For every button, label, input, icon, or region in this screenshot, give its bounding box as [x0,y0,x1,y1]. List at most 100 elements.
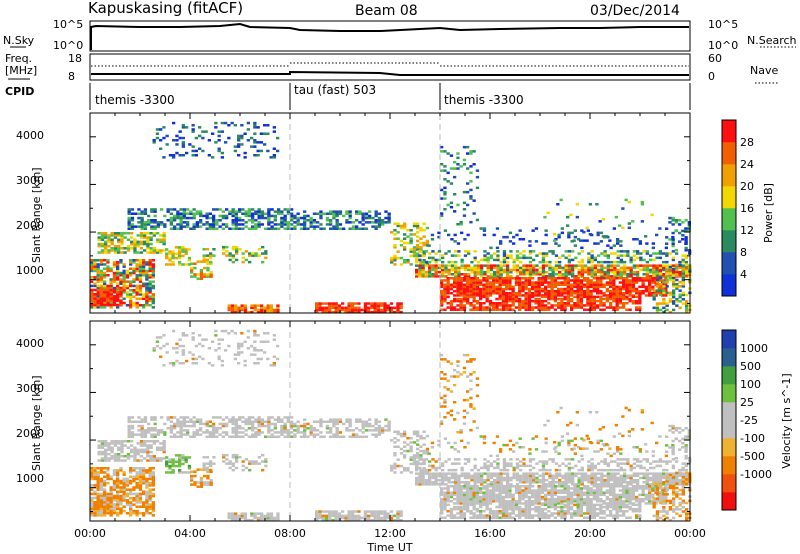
power-cell [316,225,320,228]
power-cell [253,132,257,135]
power-cell [143,208,148,211]
power-cell [499,270,503,274]
velocity-cell [251,460,255,463]
power-cell [652,252,656,255]
velocity-cell [332,424,336,428]
power-cell [181,141,185,144]
power-cell [495,287,499,291]
velocity-cell [181,332,185,335]
power-cell [446,295,450,299]
power-cell [361,223,365,226]
velocity-cell [175,351,179,354]
power-cell [205,216,209,220]
velocity-cell [155,340,160,343]
power-cell [467,273,471,276]
power-cell [424,273,429,276]
velocity-cell [165,471,169,474]
power-cell [178,130,182,133]
power-cell [178,256,182,260]
velocity-cell [416,454,420,457]
power-cell [506,273,510,276]
velocity-cell [90,511,94,515]
power-cell [616,260,620,264]
power-colorbar-swatch [722,164,736,187]
velocity-cell [148,503,152,506]
power-cell [106,274,110,277]
power-cell [469,165,473,168]
power-cell [505,235,509,239]
velocity-cell [463,481,468,484]
power-cell [593,268,597,272]
velocity-cell [347,518,351,522]
velocity-cell [104,442,108,445]
power-cell [159,147,163,150]
power-cell [644,235,648,238]
power-cell [109,280,113,283]
velocity-cell [109,511,113,515]
velocity-cell [396,518,400,522]
velocity-cell [424,478,429,482]
velocity-cell [247,416,251,419]
power-cell [638,289,642,293]
velocity-cell [355,420,359,423]
velocity-cell [370,512,374,515]
power-cell [325,223,330,226]
velocity-cell [110,442,114,445]
velocity-cell [129,492,133,496]
velocity-cell [148,484,152,487]
velocity-cell [350,512,355,515]
power-cell [619,275,623,278]
power-cell [247,210,251,213]
power-cell [90,261,94,264]
power-cell [532,250,536,253]
velocity-cell [139,448,144,452]
power-cell [616,270,620,274]
velocity-cell [99,469,104,472]
velocity-cell [196,468,200,471]
power-cell [112,299,117,302]
velocity-cell [253,353,257,356]
power-cell [257,214,261,218]
power-cell [209,252,213,255]
power-cell [573,279,577,282]
velocity-cell [322,435,326,438]
power-cell [672,291,676,295]
power-cell [470,268,474,272]
power-cell [453,240,457,243]
velocity-cell [230,518,235,522]
power-cell [540,283,545,286]
velocity-cell [99,503,104,506]
power-cell [187,263,192,266]
power-cell [376,306,381,310]
power-cell [557,294,561,297]
velocity-cell [191,362,195,365]
power-cell [681,266,685,270]
power-cell [524,281,528,284]
velocity-cell [148,477,152,481]
power-cell [267,219,271,222]
power-cell [106,301,110,305]
power-cell [112,288,117,292]
power-cell [234,225,238,228]
power-cell [612,281,616,284]
velocity-cell [309,427,313,430]
velocity-cell [345,429,349,432]
power-cell [592,289,596,293]
power-cell [127,225,131,228]
velocity-cell [199,481,204,484]
power-cell [312,225,317,228]
power-cell [462,279,467,282]
power-cell [190,262,194,265]
power-cell [535,264,539,267]
power-cell [93,276,97,279]
velocity-cell [237,362,241,365]
velocity-cell [116,511,120,515]
power-cell [393,259,397,262]
power-cell [486,264,490,267]
power-cell [347,302,351,305]
power-cell [152,234,156,237]
power-cell [138,278,143,281]
power-cell [293,216,297,220]
power-cell [151,299,155,303]
power-cell [662,302,666,305]
